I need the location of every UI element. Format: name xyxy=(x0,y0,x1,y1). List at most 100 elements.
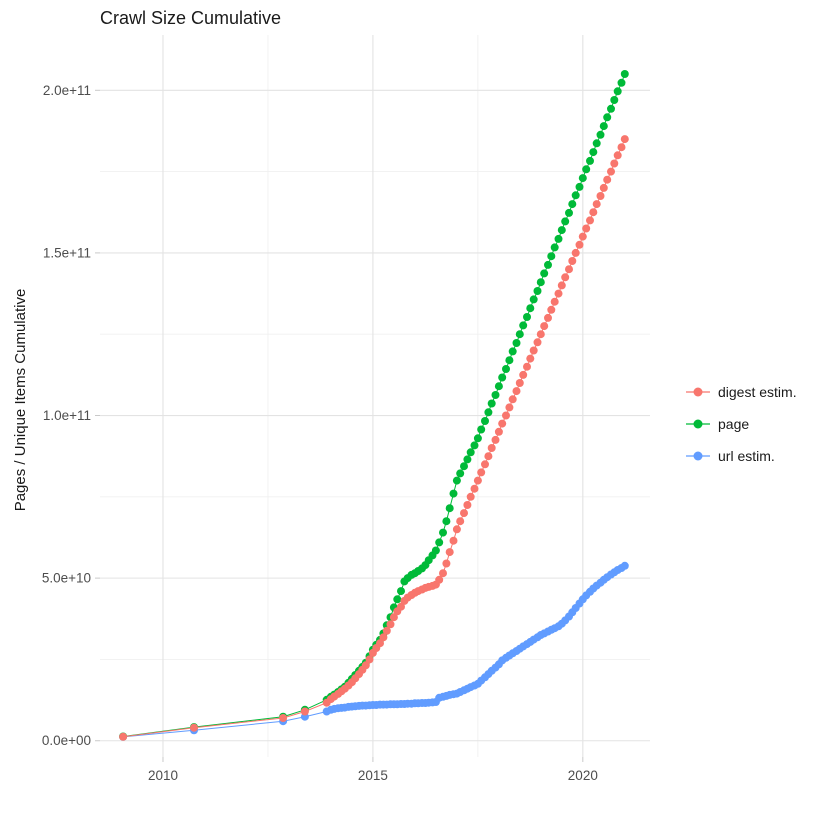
series-page xyxy=(119,70,629,741)
data-point xyxy=(523,313,531,321)
data-point xyxy=(119,732,128,741)
data-point xyxy=(526,354,535,363)
data-point xyxy=(389,613,398,622)
data-point xyxy=(494,427,503,436)
data-point xyxy=(547,305,556,314)
y-tick-label: 5.0e+10 xyxy=(42,571,91,586)
data-point xyxy=(589,208,598,217)
data-point xyxy=(592,200,601,209)
data-point xyxy=(452,525,461,534)
data-point xyxy=(477,468,486,477)
data-point xyxy=(575,240,584,249)
data-point xyxy=(439,528,447,537)
legend-key-point xyxy=(693,419,703,429)
data-point xyxy=(508,395,517,404)
data-point xyxy=(540,322,549,331)
y-axis-tick-labels: 0.0e+00 5.0e+10 1.0e+11 1.5e+11 2.0e+11 xyxy=(42,83,91,748)
data-point xyxy=(561,217,570,226)
data-point xyxy=(617,143,626,152)
data-point xyxy=(487,444,496,452)
data-point xyxy=(502,411,510,420)
data-point xyxy=(610,159,619,168)
y-tick-label: 1.0e+11 xyxy=(43,408,91,423)
data-point xyxy=(523,362,531,371)
legend-item-digest-estim: digest estim. xyxy=(686,384,797,400)
data-point xyxy=(452,476,461,485)
data-point xyxy=(379,633,388,642)
x-tick-label: 2015 xyxy=(358,768,388,783)
data-point xyxy=(582,224,591,233)
data-point xyxy=(540,269,549,278)
data-point xyxy=(502,365,510,373)
data-point xyxy=(498,419,507,428)
data-point xyxy=(431,546,440,555)
legend-key-point xyxy=(693,387,703,397)
data-point xyxy=(190,723,198,732)
data-point xyxy=(610,96,619,104)
data-point xyxy=(519,370,528,379)
data-point xyxy=(536,278,545,287)
data-point xyxy=(550,243,559,252)
data-point xyxy=(382,626,391,635)
data-point xyxy=(557,226,566,235)
data-point xyxy=(397,587,405,596)
y-axis-title: Pages / Unique Items Cumulative xyxy=(12,289,29,512)
data-point xyxy=(586,156,594,165)
data-point xyxy=(557,281,566,290)
data-point xyxy=(565,265,573,274)
data-point xyxy=(617,78,626,87)
data-point xyxy=(470,484,479,493)
data-point xyxy=(578,174,587,183)
data-point xyxy=(529,295,538,304)
data-point xyxy=(592,139,601,148)
data-point xyxy=(533,287,542,295)
data-point xyxy=(466,448,475,457)
data-point xyxy=(547,252,556,261)
data-point xyxy=(442,517,451,526)
data-point xyxy=(460,462,468,471)
data-point xyxy=(505,403,514,412)
legend-item-page: page xyxy=(686,416,749,432)
y-tick-label: 2.0e+11 xyxy=(43,83,91,98)
legend-item-url-estim: url estim. xyxy=(686,448,775,464)
data-point xyxy=(439,569,447,578)
data-point xyxy=(568,200,577,209)
data-point xyxy=(607,167,615,176)
data-point xyxy=(589,148,598,157)
data-point xyxy=(456,517,465,526)
data-point xyxy=(393,595,402,604)
data-point xyxy=(561,273,570,282)
legend-key-point xyxy=(693,451,703,461)
data-point xyxy=(466,492,475,501)
data-point xyxy=(613,151,622,160)
data-point xyxy=(571,191,580,200)
data-point xyxy=(435,575,444,584)
data-point xyxy=(498,373,507,382)
data-point xyxy=(487,399,496,408)
data-point xyxy=(554,289,563,298)
data-point xyxy=(554,234,563,243)
data-point xyxy=(397,602,405,611)
data-point xyxy=(550,297,559,306)
data-point xyxy=(449,536,458,545)
data-point xyxy=(442,559,451,568)
x-axis-tick-labels: 2010 2015 2020 xyxy=(148,768,598,783)
data-point xyxy=(470,441,479,450)
data-point xyxy=(460,509,468,518)
data-point xyxy=(515,379,524,387)
data-point xyxy=(533,338,542,347)
legend: digest estim. page url estim. xyxy=(686,384,797,464)
data-point xyxy=(505,356,514,365)
data-point xyxy=(484,408,493,417)
data-point xyxy=(456,469,465,478)
data-point xyxy=(613,87,622,96)
data-point xyxy=(596,192,605,200)
data-point xyxy=(596,130,605,139)
data-point xyxy=(449,489,458,498)
data-point xyxy=(445,548,454,557)
data-point xyxy=(463,455,472,464)
gridlines-major xyxy=(100,35,650,757)
data-point xyxy=(477,425,486,434)
